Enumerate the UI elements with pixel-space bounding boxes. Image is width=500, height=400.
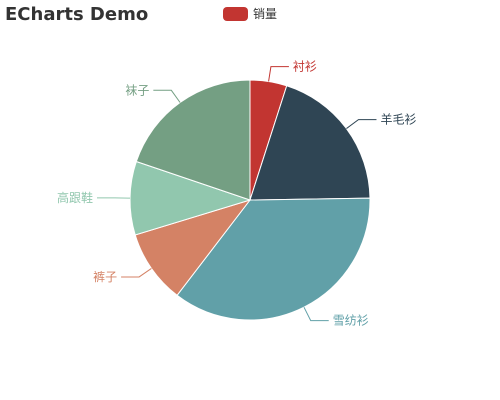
- pie-slice-3[interactable]: [134, 199, 252, 296]
- slice-label-4: 高跟鞋: [57, 190, 93, 205]
- slice-label-3: 裤子: [93, 270, 117, 284]
- pie-slice-4[interactable]: [129, 160, 252, 236]
- legend-swatch: [223, 6, 248, 21]
- label-line-0: [268, 66, 289, 82]
- slice-label-5: 袜子: [125, 83, 149, 97]
- chart-title: ECharts Demo: [5, 4, 149, 25]
- label-line-3: [121, 267, 152, 278]
- pie-slice-5[interactable]: [135, 79, 251, 201]
- label-line-5: [153, 89, 181, 103]
- legend-item-sales[interactable]: 销量: [223, 5, 277, 22]
- pie-slice-1[interactable]: [249, 85, 371, 201]
- pie-slice-2[interactable]: [176, 197, 371, 321]
- label-line-1: [346, 119, 377, 129]
- legend-label: 销量: [253, 7, 278, 21]
- slice-label-1: 羊毛衫: [380, 112, 416, 127]
- slice-label-0: 衬衫: [293, 60, 317, 74]
- label-line-2: [303, 306, 329, 322]
- slice-label-2: 雪纺衫: [333, 314, 369, 328]
